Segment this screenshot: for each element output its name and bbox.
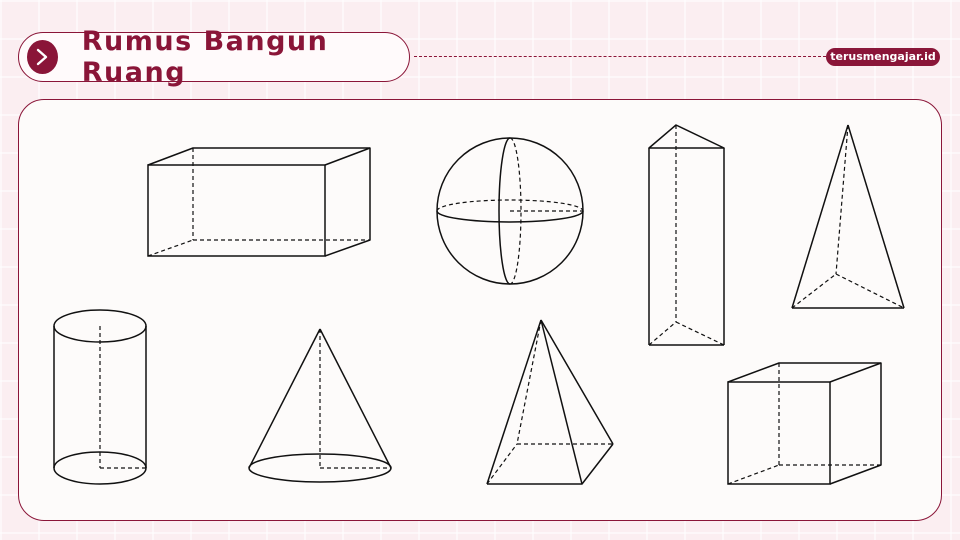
chevron-right-icon	[27, 40, 58, 74]
cuboid-shape	[147, 147, 371, 257]
shapes-panel	[18, 99, 942, 521]
page-title: Rumus Bangun Ruang	[81, 26, 329, 88]
square-pyramid-shape	[486, 319, 614, 485]
sphere-shape	[436, 137, 584, 285]
cube-shape	[727, 362, 882, 485]
triangular-prism-shape	[648, 124, 725, 346]
title-pill: Rumus Bangun Ruang	[18, 26, 410, 88]
header-divider	[414, 56, 826, 57]
cylinder-shape	[53, 309, 147, 485]
cone-shape	[248, 328, 392, 483]
site-badge: terusmengajar.id	[826, 48, 940, 66]
triangular-pyramid-shape	[791, 124, 905, 309]
